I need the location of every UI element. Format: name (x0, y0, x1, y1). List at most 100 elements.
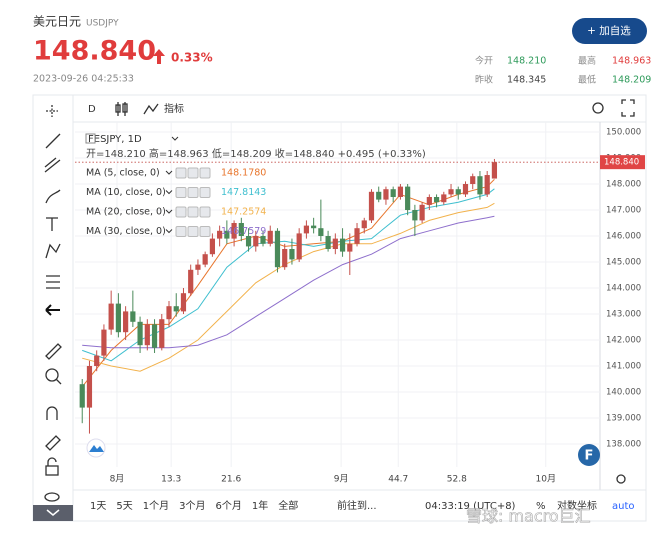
range-button[interactable]: 1个月 (143, 500, 169, 512)
candle-body (311, 225, 317, 229)
watch-button-label[interactable]: + 加自选 (587, 24, 631, 37)
stats: 今开 148.210 最高 148.963 昨收 148.345 最低 148.… (475, 55, 651, 86)
drawing-tools[interactable] (44, 105, 62, 502)
settings-button[interactable] (592, 102, 604, 114)
ma-legend-button[interactable] (175, 226, 187, 237)
ma-legend-button[interactable] (175, 187, 187, 198)
ma-legend-button[interactable] (199, 226, 211, 237)
candle-body (137, 321, 143, 346)
y-tick-label: 148.000 (606, 180, 641, 190)
range-button[interactable]: 6个月 (216, 500, 242, 512)
fes-badge (578, 444, 600, 466)
chart-type-button[interactable] (115, 102, 128, 116)
candle-body (245, 236, 252, 247)
stat-value: 148.963 (612, 56, 651, 67)
ma-legend-button[interactable] (175, 167, 187, 179)
candle-body (412, 210, 418, 221)
y-tick-label: 142.000 (606, 335, 641, 345)
y-tick-label: 143.000 (606, 309, 641, 319)
candle-body (296, 233, 302, 260)
clock: 04:33:19 (UTC+8) (425, 501, 516, 512)
ma-legend-button[interactable] (187, 206, 199, 218)
range-button[interactable]: 5天 (116, 501, 132, 512)
candle-body (470, 176, 476, 185)
ma-legend-button[interactable] (187, 226, 199, 237)
stat-label: 今开 (475, 55, 493, 67)
candle-body (448, 189, 454, 195)
collapse-button[interactable] (33, 505, 73, 521)
legend-toggle[interactable] (85, 133, 96, 144)
y-tick-label: 147.000 (606, 206, 641, 216)
goto-button[interactable]: 前往到... (337, 499, 377, 512)
auto-toggle[interactable]: auto (612, 501, 635, 512)
axis-settings[interactable] (616, 474, 626, 484)
y-tick-label: 138.000 (606, 439, 641, 449)
candle-body (86, 365, 93, 408)
ma-legend-button[interactable] (175, 206, 187, 218)
candle-body (123, 311, 129, 333)
grid: 138.000 139.000 140.000 141.000 142.000 143.0… (75, 122, 641, 485)
candle-body (231, 223, 237, 239)
bottom-bar: 前往到... 04:33:19 (UTC+8) % 对数坐标 auto 1天 5天… (90, 499, 635, 512)
ma-legend-button[interactable] (199, 206, 211, 218)
indicator-icon[interactable] (143, 103, 159, 115)
candle-body (332, 238, 338, 250)
instrument-name: 美元日元 (33, 15, 81, 29)
candle-body (173, 306, 179, 312)
y-tick-label: 139.000 (606, 413, 641, 423)
candle-body (462, 184, 469, 195)
price: 148.840 (33, 36, 156, 67)
stat-label: 最低 (578, 74, 596, 86)
range-button[interactable]: 3个月 (179, 500, 205, 512)
ma-legend-value: 147.2574 (221, 207, 266, 218)
ma-legend-value: 148.1780 (221, 168, 266, 179)
stat-value: 148.210 (507, 56, 546, 67)
candle-body (484, 175, 490, 195)
ma-legend-button[interactable] (187, 187, 199, 198)
symbol-label: FESJPY, 1D (88, 134, 142, 145)
ma-legend-button[interactable] (187, 167, 199, 179)
candle-body (282, 249, 288, 268)
y-tick-label: 140.000 (606, 387, 641, 397)
x-tick-label: 8月 (110, 474, 125, 485)
collapse-icon[interactable] (46, 509, 60, 516)
watch-button[interactable] (572, 18, 647, 44)
interval-button[interactable]: D (88, 104, 96, 115)
y-tick-label: 141.000 (606, 361, 641, 371)
candle-body (368, 191, 375, 221)
stat-value: 148.209 (612, 75, 651, 86)
indicator-button[interactable]: 指标 (164, 102, 184, 115)
candle-body (318, 228, 324, 237)
legend-caret (165, 190, 173, 195)
x-tick-label: 52.8 (447, 475, 467, 485)
candle-body (303, 225, 310, 234)
candle-body (180, 293, 187, 312)
change: 0.33% (171, 51, 213, 65)
ma-legend-button[interactable] (199, 187, 211, 198)
ma-legend-name: MA (10, close, 0) (86, 187, 166, 198)
candle-body (115, 303, 121, 333)
candle-body (159, 319, 165, 348)
x-tick-label: 13.3 (161, 475, 181, 485)
ma-legend-button[interactable] (199, 167, 211, 179)
candle-body (433, 197, 440, 203)
x-tick-label: 9月 (334, 474, 349, 485)
candle-body (108, 303, 114, 330)
last-price-label: 148.840 (604, 158, 639, 168)
stat-label: 昨收 (475, 74, 493, 86)
candle-body (397, 186, 404, 198)
range-button[interactable]: 全部 (278, 499, 298, 512)
range-button[interactable]: 1天 (90, 501, 106, 512)
last-price-box (600, 155, 645, 170)
candle-body (426, 197, 432, 205)
percent-toggle[interactable]: % (536, 501, 546, 512)
y-tick-label: 146.000 (606, 232, 641, 242)
ma-legend-value: 146.7579 (221, 226, 266, 237)
fullscreen-button[interactable] (621, 99, 635, 117)
candle-body (325, 236, 331, 250)
range-button[interactable]: 1年 (252, 499, 268, 512)
candle-body (94, 355, 100, 366)
log-toggle[interactable]: 对数坐标 (557, 499, 597, 512)
candle-body (79, 384, 85, 408)
candle-body (144, 324, 150, 346)
